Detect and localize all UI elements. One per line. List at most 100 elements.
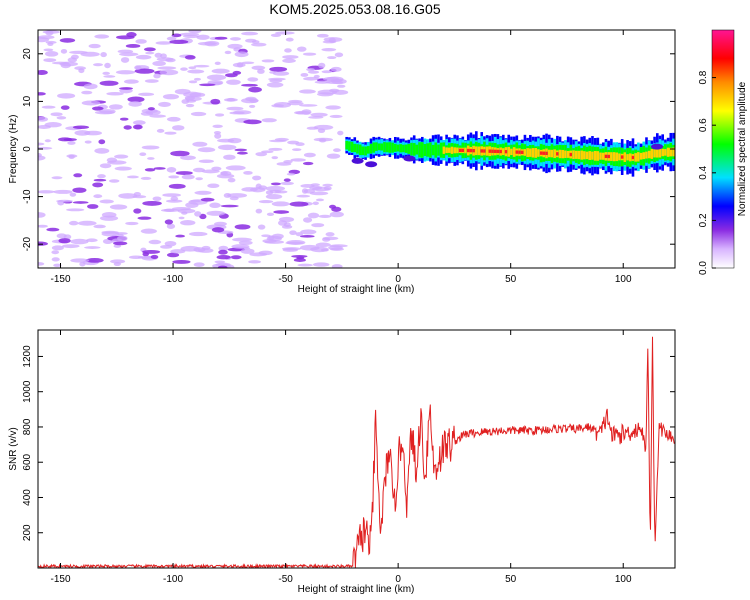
heatmap-ridge-cell xyxy=(364,146,367,156)
heatmap-noise-cell xyxy=(165,199,183,203)
y-tick-label: 1000 xyxy=(22,380,33,403)
heatmap-ridge-cell xyxy=(664,149,667,156)
heatmap-noise-cell xyxy=(123,79,139,84)
heatmap-noise-cell xyxy=(227,177,236,183)
heatmap-ridge-peak xyxy=(496,149,500,154)
heatmap-ridge-cell xyxy=(353,143,357,153)
heatmap-ridge-cell xyxy=(628,153,632,162)
heatmap-noise-cell xyxy=(185,202,199,208)
heatmap-noise-cell xyxy=(214,61,221,66)
heatmap-noise-cell xyxy=(238,240,253,245)
heatmap-noise-cell xyxy=(198,159,215,163)
heatmap-ridge-cell xyxy=(456,147,459,154)
heatmap-noise-cell xyxy=(68,220,79,226)
heatmap-noise-cell xyxy=(91,106,104,111)
heatmap-ridge-cell xyxy=(421,142,424,158)
colorbar-ticks: 0.0 0.2 0.4 0.6 0.8 xyxy=(698,70,716,275)
heatmap-ridge-cell xyxy=(356,144,359,154)
heatmap-noise-cell xyxy=(255,183,262,190)
heatmap-noise-cell xyxy=(166,223,176,229)
heatmap-noise-cell xyxy=(299,89,316,94)
heatmap-noise-cell xyxy=(108,179,120,183)
heatmap-noise-cell xyxy=(275,31,295,35)
heatmap-ridge-cell xyxy=(350,141,354,153)
snr-series-line xyxy=(38,336,675,568)
heatmap-noise-cell xyxy=(110,259,126,264)
heatmap-ridge-cell xyxy=(534,148,538,158)
heatmap-ridge-cell xyxy=(410,142,413,156)
heatmap-ridge-peak xyxy=(493,149,497,154)
heatmap-noise-cell xyxy=(45,40,57,44)
heatmap-ridge-cell xyxy=(366,146,370,154)
heatmap-ridge-peak xyxy=(469,148,473,153)
heatmap-noise-cell xyxy=(83,83,98,90)
heatmap-noise-cell xyxy=(218,245,229,252)
heatmap-noise-cell xyxy=(257,68,265,74)
heatmap-noise-cell xyxy=(310,112,328,117)
heatmap-noise-cell xyxy=(251,42,267,47)
heatmap-noise-cell xyxy=(46,227,60,232)
heatmap-ridge-cell xyxy=(526,148,529,158)
heatmap-ridge-cell xyxy=(650,149,654,159)
heatmap-noise-cell xyxy=(72,201,89,204)
heatmap-noise-cell xyxy=(53,189,73,194)
heatmap-ridge-cell xyxy=(615,152,619,162)
heatmap-noise-cell xyxy=(170,150,190,157)
heatmap-noise-cell xyxy=(217,144,237,151)
heatmap-noise-cell xyxy=(181,99,190,104)
heatmap-noise-cell xyxy=(50,112,63,117)
heatmap-cells xyxy=(38,30,675,268)
heatmap-noise-cell xyxy=(258,250,273,256)
heatmap-noise-cell xyxy=(323,186,332,191)
heatmap-ridge-cell xyxy=(442,146,446,154)
heatmap-noise-cell xyxy=(166,116,181,122)
heatmap-noise-cell xyxy=(247,77,259,82)
heatmap-noise-cell xyxy=(38,35,55,40)
heatmap-ridge-peak xyxy=(499,149,502,154)
heatmap-noise-cell xyxy=(315,242,331,248)
heatmap-noise-cell xyxy=(325,80,344,84)
heatmap-noise-cell xyxy=(43,48,54,52)
heatmap-noise-cell xyxy=(266,212,275,217)
heatmap-noise-cell xyxy=(192,141,208,147)
heatmap-ridge-cell xyxy=(361,146,365,156)
heatmap-noise-cell xyxy=(113,241,128,246)
heatmap-noise-cell xyxy=(300,229,317,235)
heatmap-ridge-cell xyxy=(369,143,373,154)
heatmap-noise-cell xyxy=(172,259,191,264)
heatmap-ridge-peak xyxy=(542,151,546,155)
heatmap-noise-cell xyxy=(155,41,173,45)
heatmap-noise-cell xyxy=(38,142,45,146)
heatmap-noise-cell xyxy=(282,55,299,59)
heatmap-noise-cell xyxy=(282,248,298,252)
heatmap-noise-cell xyxy=(269,71,276,74)
heatmap-ridge-cell xyxy=(396,144,400,152)
heatmap-ridge-peak xyxy=(607,154,610,159)
heatmap-ridge-cell xyxy=(593,150,597,161)
heatmap-noise-cell xyxy=(315,198,325,202)
heatmap-noise-cell xyxy=(320,248,329,252)
heatmap-noise-cell xyxy=(140,176,152,180)
heatmap-noise-cell xyxy=(59,38,76,43)
heatmap-noise-cell xyxy=(56,233,67,239)
heatmap-noise-cell xyxy=(313,137,333,142)
heatmap-noise-cell xyxy=(147,107,155,111)
heatmap-ridge-cell xyxy=(388,142,392,153)
colorbar xyxy=(712,30,734,268)
heatmap-noise-cell xyxy=(252,175,262,181)
heatmap-noise-cell xyxy=(309,185,323,190)
heatmap-ridge-cell xyxy=(383,142,386,153)
heatmap-noise-cell xyxy=(234,224,251,230)
heatmap-ridge-cell xyxy=(377,143,381,151)
heatmap-ridge-peak xyxy=(480,149,484,153)
heatmap-noise-cell xyxy=(74,66,87,71)
heatmap-noise-cell xyxy=(125,44,141,48)
heatmap-noise-cell xyxy=(322,76,340,82)
heatmap-noise-cell xyxy=(261,234,271,238)
heatmap-noise-cell xyxy=(302,52,317,56)
heatmap-noise-cell xyxy=(172,125,185,131)
heatmap-noise-cell xyxy=(99,163,112,169)
heatmap-ridge-cell xyxy=(655,148,659,158)
heatmap-noise-cell xyxy=(134,68,155,74)
heatmap-noise-cell xyxy=(126,175,139,179)
